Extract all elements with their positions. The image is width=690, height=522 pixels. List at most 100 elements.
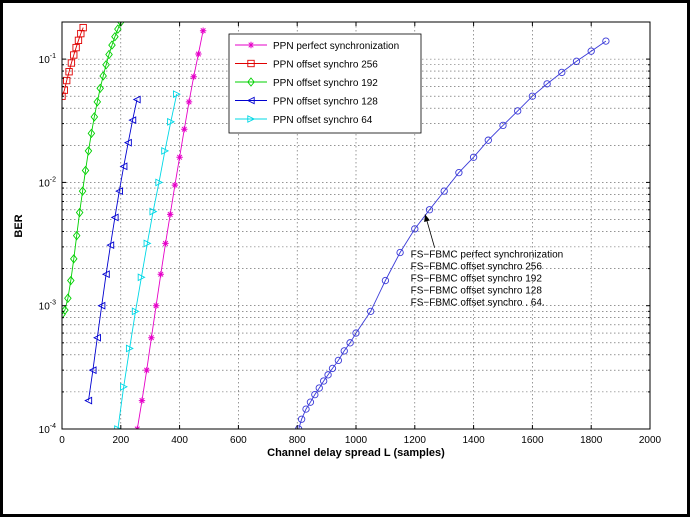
legend: PPN perfect synchronization PPN offset sy… — [228, 33, 422, 134]
data-point — [72, 230, 81, 241]
data-point — [157, 271, 164, 278]
data-point — [167, 117, 175, 126]
data-point — [440, 187, 448, 195]
data-point — [425, 206, 434, 214]
legend-label: PPN offset synchro 192 — [273, 78, 378, 89]
data-point — [102, 60, 110, 70]
data-point — [69, 254, 78, 264]
data-point — [306, 398, 315, 406]
data-point — [328, 364, 337, 373]
data-point — [558, 68, 566, 77]
data-point — [311, 390, 319, 399]
data-point — [572, 57, 581, 65]
data-point — [411, 225, 419, 233]
data-point — [123, 138, 132, 147]
data-point — [62, 92, 66, 100]
x-axis-label: Channel delay spread L (samples) — [267, 447, 445, 459]
data-point — [105, 49, 113, 60]
data-point — [499, 121, 507, 130]
data-point — [346, 339, 354, 347]
data-point — [93, 97, 102, 107]
y-tick-label: 10-1 — [39, 53, 56, 66]
series-line — [88, 99, 138, 401]
legend-marker — [247, 41, 255, 49]
data-point — [155, 178, 164, 187]
legend-label: PPN offset synchro 64 — [273, 115, 373, 126]
data-point — [62, 86, 69, 94]
x-tick-label: 800 — [289, 435, 306, 446]
data-point — [84, 146, 93, 156]
data-point — [99, 71, 107, 81]
annotation-line: FS−FBMC offset synchro 192 — [411, 274, 543, 285]
y-tick-label: 10-3 — [39, 300, 56, 313]
data-point — [128, 116, 137, 125]
data-point — [149, 207, 158, 216]
ticks: 0 200 400 600 800 1000 1200 1400 1600 1800 200010-… — [39, 21, 662, 446]
data-point — [148, 334, 155, 341]
series-3 — [84, 95, 141, 405]
legend-marker — [247, 59, 255, 68]
data-point — [62, 305, 69, 315]
data-point — [602, 37, 610, 45]
y-tick-base: 10 — [39, 302, 51, 313]
data-point — [111, 31, 119, 42]
data-point — [114, 425, 123, 429]
data-point — [88, 366, 97, 375]
data-point — [324, 371, 332, 379]
y-tick-base: 10 — [39, 178, 51, 189]
y-tick-exponent: -1 — [50, 53, 56, 60]
data-point — [162, 240, 169, 247]
legend-box — [228, 33, 422, 134]
data-point — [367, 307, 375, 315]
legend-label: PPN offset synchro 128 — [273, 97, 378, 108]
data-point — [114, 24, 122, 34]
y-tick-label: 10-4 — [39, 423, 56, 436]
data-point — [93, 333, 101, 342]
data-point — [132, 95, 141, 104]
data-point — [455, 168, 463, 177]
data-point — [108, 40, 116, 50]
legend-label: PPN offset synchro 256 — [273, 60, 378, 71]
data-point — [78, 186, 87, 196]
y-tick-label: 10-2 — [39, 176, 56, 189]
data-point — [352, 329, 360, 337]
data-point — [190, 73, 197, 80]
legend-marker — [247, 77, 255, 87]
data-point — [396, 248, 404, 257]
data-point — [81, 165, 90, 176]
legend-marker — [247, 115, 256, 123]
data-point — [143, 366, 150, 374]
series-5 — [295, 37, 610, 429]
data-point — [67, 275, 75, 286]
data-point — [67, 59, 76, 67]
data-point — [143, 239, 152, 248]
data-point — [125, 344, 134, 353]
x-tick-label: 1200 — [404, 435, 427, 446]
data-point — [381, 276, 390, 285]
annotation-line: FS−FBMC offset synchro . 64. — [411, 298, 545, 309]
data-point — [587, 47, 595, 55]
series-line — [117, 94, 178, 429]
data-point — [70, 51, 78, 59]
annotation-line: FS−FBMC offset synchro 256 — [411, 262, 543, 273]
data-point — [87, 128, 96, 139]
y-axis-label: BER — [13, 214, 25, 237]
data-point — [90, 112, 99, 122]
data-point — [195, 50, 202, 58]
data-point — [340, 347, 348, 355]
x-tick-label: 400 — [171, 435, 188, 446]
data-point — [161, 147, 170, 155]
series-4 — [114, 90, 181, 429]
x-tick-label: 1800 — [580, 435, 603, 446]
data-point — [297, 415, 306, 423]
data-point — [528, 92, 537, 100]
data-point — [106, 241, 115, 250]
data-point — [65, 68, 73, 76]
series-group — [62, 22, 610, 429]
data-point — [120, 382, 128, 391]
y-tick-base: 10 — [39, 55, 51, 66]
x-tick-label: 1000 — [345, 435, 368, 446]
annotation-arrow-head — [424, 214, 430, 222]
